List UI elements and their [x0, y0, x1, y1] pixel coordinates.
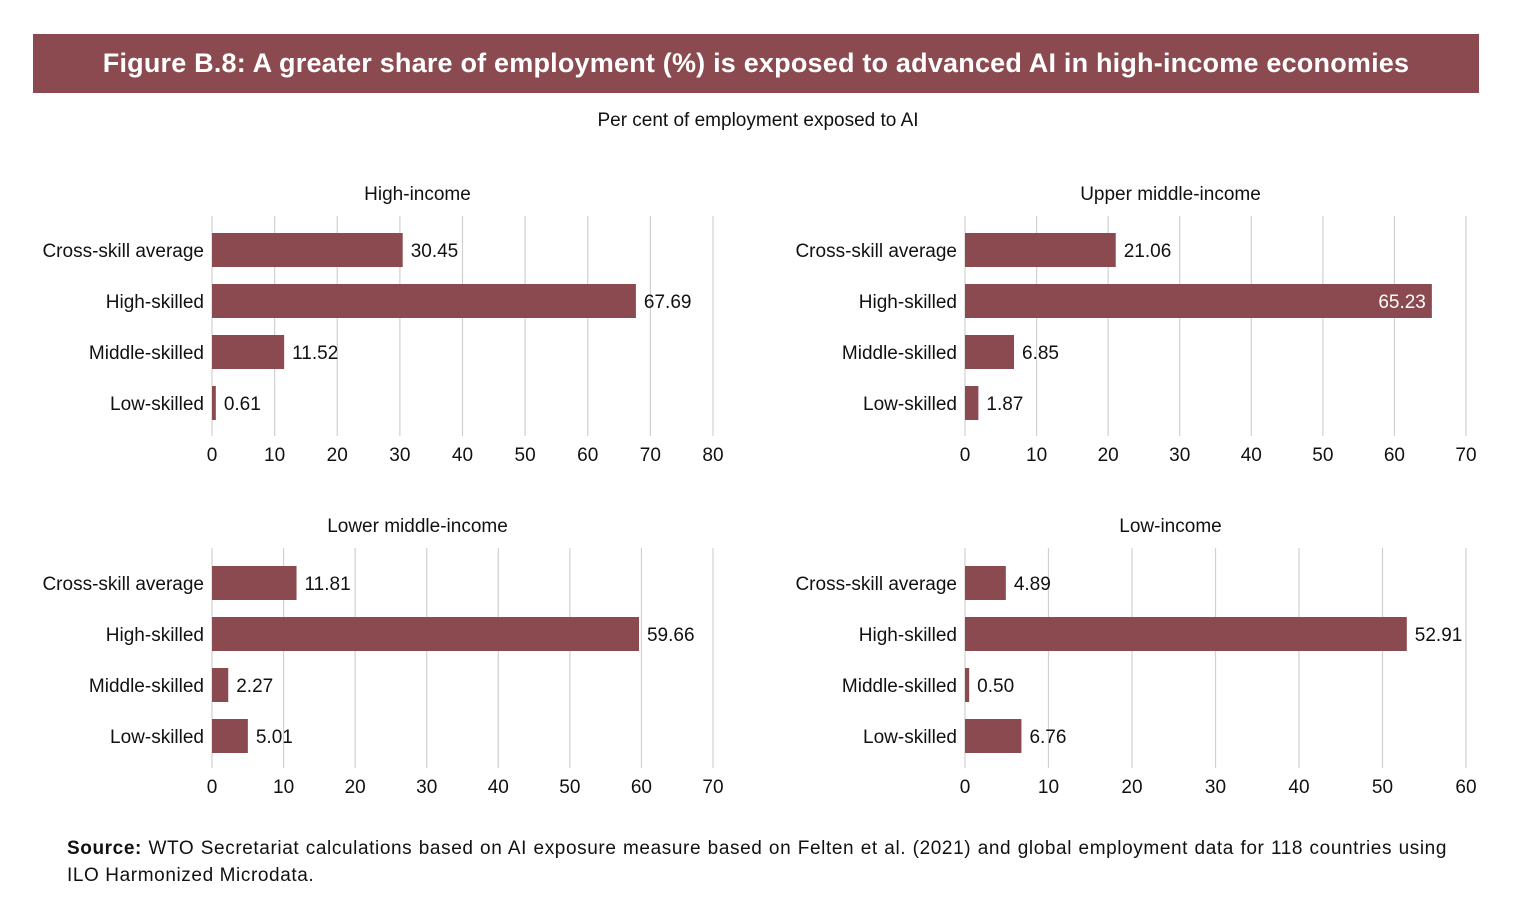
x-tick-label: 50: [515, 445, 536, 466]
x-tick-label: 30: [389, 445, 410, 466]
panel-title: High-income: [364, 184, 471, 205]
x-tick-label: 50: [1372, 777, 1393, 798]
panel-title: Lower middle-income: [327, 516, 508, 537]
value-label: 0.50: [977, 676, 1014, 697]
value-label: 59.66: [647, 625, 695, 646]
category-label: Cross-skill average: [42, 241, 204, 262]
bar: [212, 284, 636, 318]
category-label: High-skilled: [106, 625, 204, 646]
x-tick-label: 10: [1026, 445, 1047, 466]
bar: [965, 566, 1006, 600]
x-tick-label: 20: [1121, 777, 1142, 798]
bar: [212, 668, 229, 702]
value-label: 4.89: [1014, 574, 1051, 595]
bar: [965, 617, 1407, 651]
x-tick-label: 80: [702, 445, 723, 466]
category-label: Cross-skill average: [42, 574, 204, 595]
bar: [965, 335, 1015, 369]
category-label: Middle-skilled: [842, 343, 957, 364]
panel-title: Low-income: [1119, 516, 1221, 537]
source-note: Source: WTO Secretariat calculations bas…: [67, 835, 1447, 889]
value-label: 6.85: [1022, 343, 1059, 364]
value-label: 11.81: [305, 574, 351, 595]
x-tick-label: 10: [273, 777, 294, 798]
x-tick-label: 10: [1038, 777, 1059, 798]
bar: [212, 233, 403, 267]
bar: [212, 386, 216, 420]
category-label: Middle-skilled: [89, 676, 204, 697]
x-tick-label: 70: [702, 777, 723, 798]
x-tick-label: 40: [452, 445, 473, 466]
x-tick-label: 40: [488, 777, 509, 798]
value-label: 5.01: [256, 727, 293, 748]
x-tick-label: 10: [264, 445, 285, 466]
value-label: 67.69: [644, 292, 692, 313]
value-label: 2.27: [236, 676, 273, 697]
panel-title: Upper middle-income: [1080, 184, 1261, 205]
x-tick-label: 20: [327, 445, 348, 466]
bar: [212, 719, 248, 753]
x-tick-label: 70: [1455, 445, 1476, 466]
x-tick-label: 60: [1384, 445, 1405, 466]
bar: [965, 284, 1432, 318]
bar: [965, 719, 1022, 753]
category-label: Middle-skilled: [89, 343, 204, 364]
category-label: Low-skilled: [110, 394, 204, 415]
category-label: Cross-skill average: [795, 574, 957, 595]
x-tick-label: 0: [960, 777, 971, 798]
figure-title: Figure B.8: A greater share of employmen…: [33, 34, 1479, 93]
source-text: WTO Secretariat calculations based on AI…: [67, 838, 1447, 886]
category-label: Cross-skill average: [795, 241, 957, 262]
source-label: Source:: [67, 838, 142, 859]
bar: [965, 668, 970, 702]
bar: [965, 233, 1116, 267]
value-label: 65.23: [1378, 292, 1426, 313]
category-label: High-skilled: [106, 292, 204, 313]
value-label: 0.61: [224, 394, 261, 415]
bar: [212, 617, 639, 651]
x-tick-label: 60: [1455, 777, 1476, 798]
x-tick-label: 40: [1241, 445, 1262, 466]
value-label: 21.06: [1124, 241, 1172, 262]
category-label: Low-skilled: [863, 727, 957, 748]
x-tick-label: 30: [1205, 777, 1226, 798]
x-tick-label: 40: [1288, 777, 1309, 798]
category-label: Middle-skilled: [842, 676, 957, 697]
category-label: High-skilled: [859, 292, 957, 313]
figure-subtitle: Per cent of employment exposed to AI: [597, 110, 919, 131]
x-tick-label: 20: [1098, 445, 1119, 466]
x-tick-label: 60: [577, 445, 598, 466]
x-tick-label: 60: [631, 777, 652, 798]
x-tick-label: 20: [345, 777, 366, 798]
category-label: High-skilled: [859, 625, 957, 646]
value-label: 52.91: [1415, 625, 1463, 646]
bar: [212, 566, 297, 600]
x-tick-label: 30: [416, 777, 437, 798]
x-tick-label: 70: [640, 445, 661, 466]
x-tick-label: 0: [207, 445, 218, 466]
bar: [965, 386, 979, 420]
x-tick-label: 0: [960, 445, 971, 466]
x-tick-label: 50: [1312, 445, 1333, 466]
category-label: Low-skilled: [110, 727, 204, 748]
x-tick-label: 0: [207, 777, 218, 798]
bar: [212, 335, 285, 369]
value-label: 30.45: [411, 241, 459, 262]
x-tick-label: 30: [1169, 445, 1190, 466]
value-label: 6.76: [1029, 727, 1066, 748]
value-label: 1.87: [986, 394, 1023, 415]
x-tick-label: 50: [559, 777, 580, 798]
value-label: 11.52: [292, 343, 338, 364]
category-label: Low-skilled: [863, 394, 957, 415]
